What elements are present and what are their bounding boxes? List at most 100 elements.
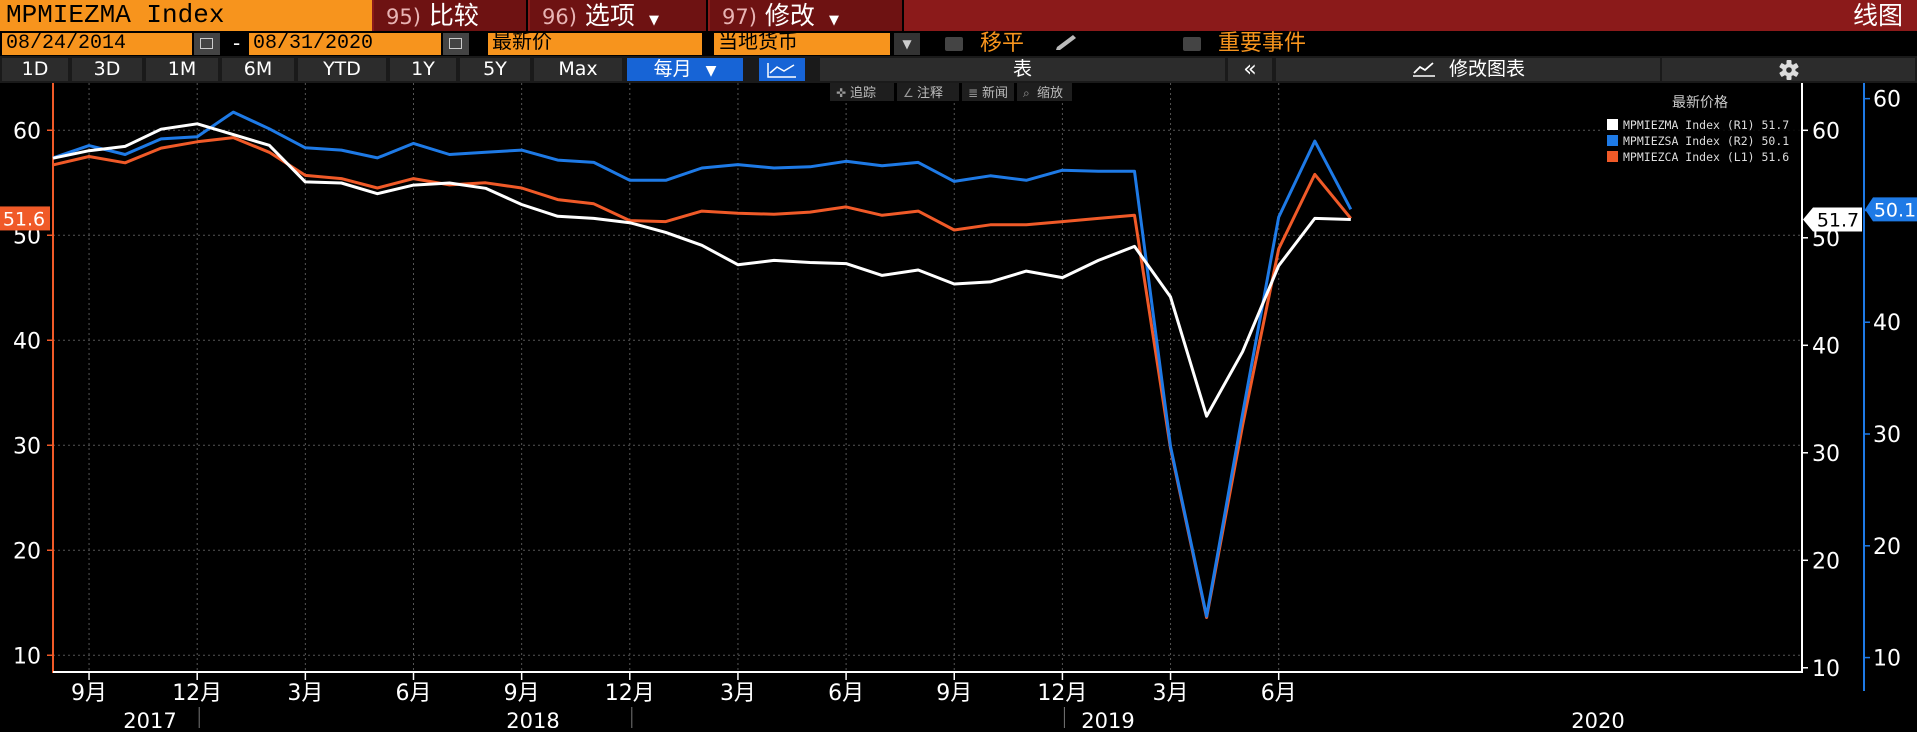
chart-tool-icon: ✜ (836, 86, 846, 100)
range-max-button[interactable]: Max (534, 58, 622, 81)
options-menu-number: 96) (542, 5, 577, 29)
right-axis-r2-tick-label: 60 (1873, 88, 1901, 113)
chart-edit-icon (1412, 62, 1435, 77)
chevron-down-icon: ▼ (648, 13, 659, 28)
table-view-button[interactable]: 表 (820, 58, 1225, 81)
chart-tools[interactable]: ✜ 追踪 ∠ 注释 ≣ 新闻 ⌕ 缩放 (830, 83, 1072, 101)
range-1d-button[interactable]: 1D (2, 58, 68, 81)
edit-menu-number: 97) (722, 5, 757, 29)
chart-series (52, 110, 1353, 619)
smoothing-label: 移平 (980, 31, 1025, 56)
collapse-panel-button[interactable]: « (1228, 58, 1272, 81)
left-axis-tick-label: 10 (13, 644, 41, 669)
range-3d-button[interactable]: 3D (72, 58, 142, 81)
edit-menu-label: 修改 (764, 1, 815, 30)
left-axis-tick-label: 40 (13, 329, 41, 354)
edit-chart-button[interactable]: 修改图表 (1276, 58, 1660, 81)
calendar-icon[interactable] (443, 33, 469, 55)
calendar-icon[interactable] (194, 33, 220, 55)
chart-tool-label: 新闻 (982, 85, 1008, 101)
range-5y-button[interactable]: 5Y (460, 58, 530, 81)
compare-menu-button[interactable]: 95) 比较 (374, 0, 528, 31)
left-axis-tick-label: 20 (13, 539, 41, 564)
last-value-tag-r2 (1865, 197, 1917, 222)
last-value-tag-r1-text: 51.7 (1817, 210, 1859, 232)
chart-tool-icon: ≣ (968, 86, 978, 100)
left-axis-tick-label: 60 (13, 119, 41, 144)
chevron-down-icon[interactable]: ▼ (894, 33, 920, 55)
events-checkbox[interactable] (1183, 37, 1201, 51)
right-axis-r2-tick-label: 10 (1873, 647, 1901, 672)
range-1m-button[interactable]: 1M (146, 58, 218, 81)
chevron-down-icon: ▼ (828, 13, 839, 28)
x-axis-tick-label: 6月 (396, 681, 432, 706)
legend-entry: MPMIEZCA Index (L1) 51.6 (1623, 150, 1789, 164)
legend-entry: MPMIEZMA Index (R1) 51.7 (1623, 118, 1789, 132)
gear-icon (1778, 60, 1799, 80)
range-1y-button[interactable]: 1Y (390, 58, 456, 81)
x-axis-year-label: 2019 (1081, 709, 1134, 728)
compare-menu-label: 比较 (428, 1, 479, 30)
chart-tool-icon: ⌕ (1023, 86, 1030, 100)
last-value-tag-r2-text: 50.1 (1874, 199, 1916, 221)
series-line-mpmiezca[interactable] (52, 136, 1352, 619)
right-axis-r1-tick-label: 20 (1812, 549, 1840, 574)
right-axis-r1-tick-label: 60 (1812, 119, 1840, 144)
chart-area[interactable]: 102030405060102030405060102030405060 9月1… (0, 83, 1917, 732)
edit-menu-button[interactable]: 97) 修改 ▼ (710, 0, 904, 31)
chart-tool-button[interactable] (897, 83, 959, 101)
legend-swatch (1607, 119, 1618, 130)
x-axis: 9月 12月 3月 6月 9月 12月 3月 6月 9月 12月 3月 6月 2017 2018 2019 2… (53, 671, 1802, 732)
smoothing-checkbox[interactable] (945, 37, 963, 51)
ticker-field[interactable]: MPMIEZMA Index (0, 0, 372, 31)
x-axis-year-label: 2018 (506, 709, 559, 728)
last-value-tags: 51.6 51.7 50.1 (0, 197, 1917, 232)
x-axis-tick-label: 9月 (936, 681, 972, 706)
end-date-input[interactable]: 08/31/2020 (249, 33, 441, 55)
right-axis-r2-tick-label: 20 (1873, 535, 1901, 560)
last-value-tag-l1 (0, 206, 50, 231)
pencil-icon[interactable] (1052, 35, 1082, 53)
range-ytd-button[interactable]: YTD (298, 58, 386, 81)
line-chart-toggle[interactable] (759, 58, 805, 81)
chart-tool-icon: ∠ (903, 86, 914, 100)
right-axis-r1-tick-label: 30 (1812, 442, 1840, 467)
options-menu-button[interactable]: 96) 选项 ▼ (530, 0, 708, 31)
currency-select[interactable]: 当地货币 (714, 33, 890, 55)
x-axis-tick-label: 3月 (1153, 681, 1189, 706)
series-line-mpmiezsa[interactable] (52, 110, 1353, 618)
right-axis-r2-tick-label: 30 (1873, 423, 1901, 448)
x-axis-year-label: 2020 (1571, 709, 1624, 728)
frequency-select[interactable]: 每月 ▼ (627, 58, 743, 81)
range-toolbar: 1D 3D 1M 6M YTD 1Y 5Y Max 每月 ▼ 表 « 修改图表 (0, 56, 1917, 83)
chart-tool-button[interactable] (830, 83, 894, 101)
chart-type-title: 线图 (1852, 1, 1903, 30)
right-axis-r1-tick-label: 10 (1812, 657, 1840, 682)
x-axis-tick-label: 9月 (504, 681, 540, 706)
series-line-mpmiezma[interactable] (52, 122, 1351, 418)
start-date-input[interactable]: 08/24/2014 (2, 33, 192, 55)
legend-swatch (1607, 151, 1618, 162)
legend-box (1600, 87, 1800, 163)
x-axis-tick-label: 6月 (828, 681, 864, 706)
frequency-label: 每月 (653, 58, 692, 80)
x-axis-tick-label: 3月 (720, 681, 756, 706)
price-field-select[interactable]: 最新价 (488, 33, 702, 55)
chart-grid (53, 83, 1800, 671)
x-axis-tick-label: 3月 (287, 681, 323, 706)
x-axis-tick-label: 9月 (71, 681, 107, 706)
chart-tool-label: 追踪 (850, 85, 876, 101)
x-axis-tick-label: 12月 (172, 681, 222, 706)
chart-tool-button[interactable] (1017, 83, 1072, 101)
chart-tool-label: 注释 (917, 86, 943, 101)
legend-entry: MPMIEZSA Index (R2) 50.1 (1623, 134, 1789, 148)
range-6m-button[interactable]: 6M (222, 58, 294, 81)
chart-tool-button[interactable] (962, 83, 1014, 101)
settings-button[interactable] (1662, 58, 1915, 81)
right-axis-r1-tick-label: 40 (1812, 334, 1840, 359)
left-axis-tick-label: 30 (13, 434, 41, 459)
compare-menu-number: 95) (386, 5, 421, 29)
line-chart[interactable]: 102030405060102030405060102030405060 9月1… (0, 83, 1917, 732)
events-label: 重要事件 (1218, 31, 1307, 56)
table-view-label: 表 (1012, 58, 1032, 80)
